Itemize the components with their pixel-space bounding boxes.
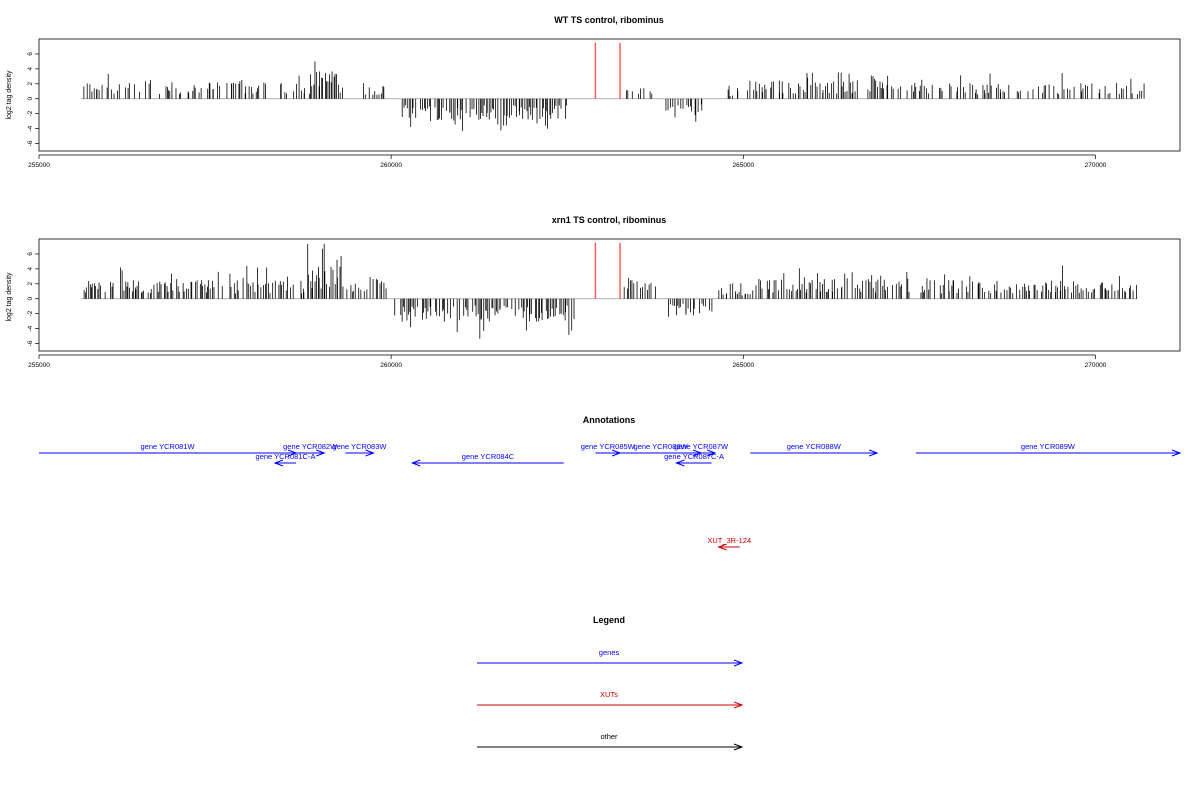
legend: Legend genes XUTs other bbox=[477, 615, 744, 751]
legend-item-other: other bbox=[477, 732, 744, 751]
annotations-title: Annotations bbox=[583, 415, 636, 425]
x-tick-label: 270000 bbox=[1085, 362, 1107, 369]
x-axis-ticks: 255000 260000 265000 270000 bbox=[28, 154, 1107, 169]
highlight-lines bbox=[594, 242, 621, 299]
legend-label: XUTs bbox=[600, 690, 618, 699]
y-tick-label: 4 bbox=[27, 267, 34, 271]
y-tick-label: 6 bbox=[27, 52, 34, 56]
annotation-feature: gene YCR088W bbox=[750, 442, 879, 457]
feature-arrowhead bbox=[1171, 449, 1182, 457]
y-tick-label: 0 bbox=[27, 297, 34, 301]
feature-arrowhead bbox=[717, 543, 727, 551]
y-tick-label: -4 bbox=[27, 325, 34, 331]
y-axis-label: log2 tag density bbox=[6, 70, 13, 120]
y-tick-label: -4 bbox=[27, 125, 34, 131]
y-tick-label: 2 bbox=[27, 282, 34, 286]
x-tick-label: 265000 bbox=[732, 162, 754, 169]
highlight-lines bbox=[594, 42, 621, 99]
legend-label: other bbox=[600, 732, 618, 741]
y-tick-label: -2 bbox=[27, 110, 34, 116]
y-axis-ticks: -6 -4 -2 0 2 4 6 bbox=[27, 52, 39, 146]
legend-arrowhead bbox=[733, 659, 744, 667]
legend-item-xut: XUTs bbox=[477, 690, 744, 709]
y-tick-label: -6 bbox=[27, 140, 34, 146]
x-axis-ticks: 255000 260000 265000 270000 bbox=[28, 354, 1107, 369]
feature-label: gene YCR087W bbox=[674, 442, 729, 451]
feature-label: gene YCR081W bbox=[141, 442, 196, 451]
y-tick-label: 6 bbox=[27, 252, 34, 256]
annotation-feature: gene YCR085W bbox=[581, 442, 636, 457]
feature-label: gene YCR089W bbox=[1021, 442, 1076, 451]
annotation-feature: XUT_3R-124 bbox=[707, 536, 751, 551]
legend-arrowhead bbox=[733, 743, 744, 751]
annotation-feature: gene YCR089W bbox=[915, 442, 1182, 457]
annotation-feature: gene YCR087W bbox=[674, 442, 729, 457]
annotation-feature: gene YCR082W bbox=[283, 442, 338, 457]
y-tick-label: -6 bbox=[27, 340, 34, 346]
track-title: WT TS control, ribominus bbox=[554, 15, 664, 25]
annotation-feature: gene YCR083W bbox=[332, 442, 387, 457]
plot-frame bbox=[38, 38, 1181, 152]
annotation-feature: gene YCR081C-A bbox=[256, 452, 316, 467]
feature-arrowhead bbox=[868, 449, 879, 457]
feature-arrowhead bbox=[410, 459, 421, 467]
legend-title: Legend bbox=[593, 615, 625, 625]
annotation-feature: gene YCR087C-A bbox=[664, 452, 724, 467]
feature-arrowhead bbox=[706, 449, 717, 457]
legend-label: genes bbox=[599, 648, 620, 657]
feature-label: gene YCR081C-A bbox=[256, 452, 316, 461]
feature-label: gene YCR085W bbox=[581, 442, 636, 451]
x-tick-label: 255000 bbox=[28, 362, 50, 369]
y-axis-ticks: -6 -4 -2 0 2 4 6 bbox=[27, 252, 39, 346]
track-xrn1-ts-control: xrn1 TS control, ribominus log2 tag dens… bbox=[6, 215, 1181, 369]
feature-arrowhead bbox=[365, 449, 375, 457]
y-tick-label: 0 bbox=[27, 97, 34, 101]
annotation-feature: gene YCR084C bbox=[410, 452, 564, 467]
legend-item-gene: genes bbox=[477, 648, 744, 667]
y-tick-label: 4 bbox=[27, 67, 34, 71]
feature-label: gene YCR088W bbox=[787, 442, 842, 451]
track-title: xrn1 TS control, ribominus bbox=[552, 215, 667, 225]
feature-label: gene YCR087C-A bbox=[664, 452, 724, 461]
legend-items: genes XUTs other bbox=[477, 648, 744, 751]
density-bars bbox=[83, 61, 1145, 132]
y-tick-label: -2 bbox=[27, 310, 34, 316]
legend-arrowhead bbox=[733, 701, 744, 709]
feature-label: XUT_3R-124 bbox=[707, 536, 751, 545]
feature-arrowhead bbox=[316, 449, 326, 457]
track-wt-ts-control: WT TS control, ribominus log2 tag densit… bbox=[6, 15, 1181, 169]
x-tick-label: 260000 bbox=[380, 162, 402, 169]
y-tick-label: 2 bbox=[27, 82, 34, 86]
feature-label: gene YCR083W bbox=[332, 442, 387, 451]
x-tick-label: 270000 bbox=[1085, 162, 1107, 169]
feature-arrowhead bbox=[273, 459, 284, 467]
x-tick-label: 260000 bbox=[380, 362, 402, 369]
x-tick-label: 255000 bbox=[28, 162, 50, 169]
feature-arrowhead bbox=[674, 459, 685, 467]
x-tick-label: 265000 bbox=[732, 362, 754, 369]
feature-label: gene YCR084C bbox=[462, 452, 515, 461]
density-bars bbox=[83, 243, 1137, 339]
feature-label: gene YCR086W bbox=[634, 442, 689, 451]
feature-label: gene YCR082W bbox=[283, 442, 338, 451]
y-axis-label: log2 tag density bbox=[6, 272, 13, 322]
plot-frame bbox=[38, 238, 1181, 352]
